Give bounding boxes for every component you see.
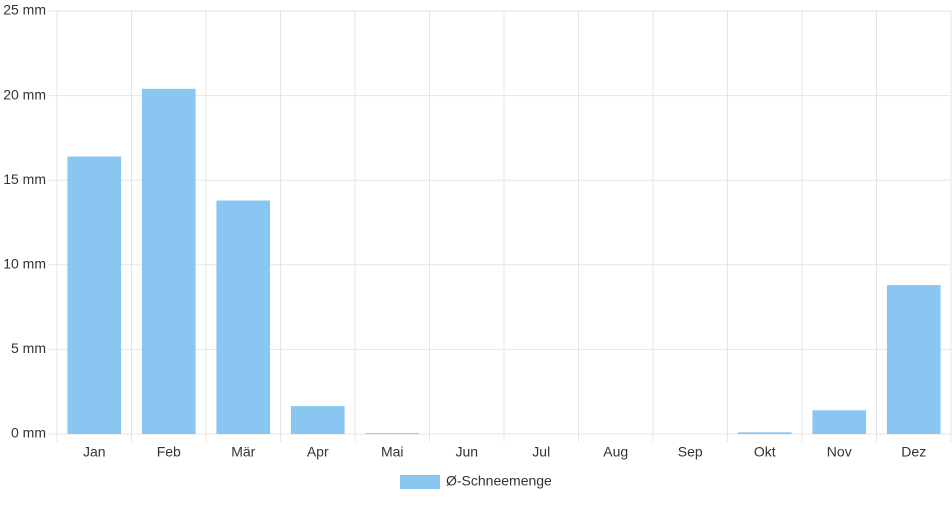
bar [886, 285, 941, 434]
y-tick-label: 20 mm [3, 86, 46, 102]
x-tick-label: Mär [231, 444, 255, 460]
bar [737, 432, 792, 434]
bar [141, 88, 196, 434]
x-tick-label: Feb [157, 444, 181, 460]
y-tick-label: 10 mm [3, 256, 46, 272]
y-tick-label: 25 mm [3, 2, 46, 18]
bar [812, 410, 867, 434]
bar [290, 406, 345, 434]
x-tick-label: Jan [83, 444, 106, 460]
bar [67, 156, 122, 434]
x-tick-label: Sep [678, 444, 703, 460]
x-tick-label: Jul [532, 444, 550, 460]
x-tick-label: Dez [901, 444, 926, 460]
bar [216, 200, 271, 434]
legend-label: Ø-Schneemenge [446, 473, 552, 489]
y-tick-label: 5 mm [11, 340, 46, 356]
legend-swatch [400, 475, 440, 489]
x-tick-label: Nov [827, 444, 852, 460]
y-tick-label: 15 mm [3, 171, 46, 187]
x-tick-label: Apr [307, 444, 329, 460]
x-tick-label: Okt [754, 444, 776, 460]
y-tick-label: 0 mm [11, 425, 46, 441]
x-tick-label: Mai [381, 444, 404, 460]
x-tick-label: Aug [603, 444, 628, 460]
bar [365, 433, 420, 434]
x-tick-label: Jun [455, 444, 478, 460]
